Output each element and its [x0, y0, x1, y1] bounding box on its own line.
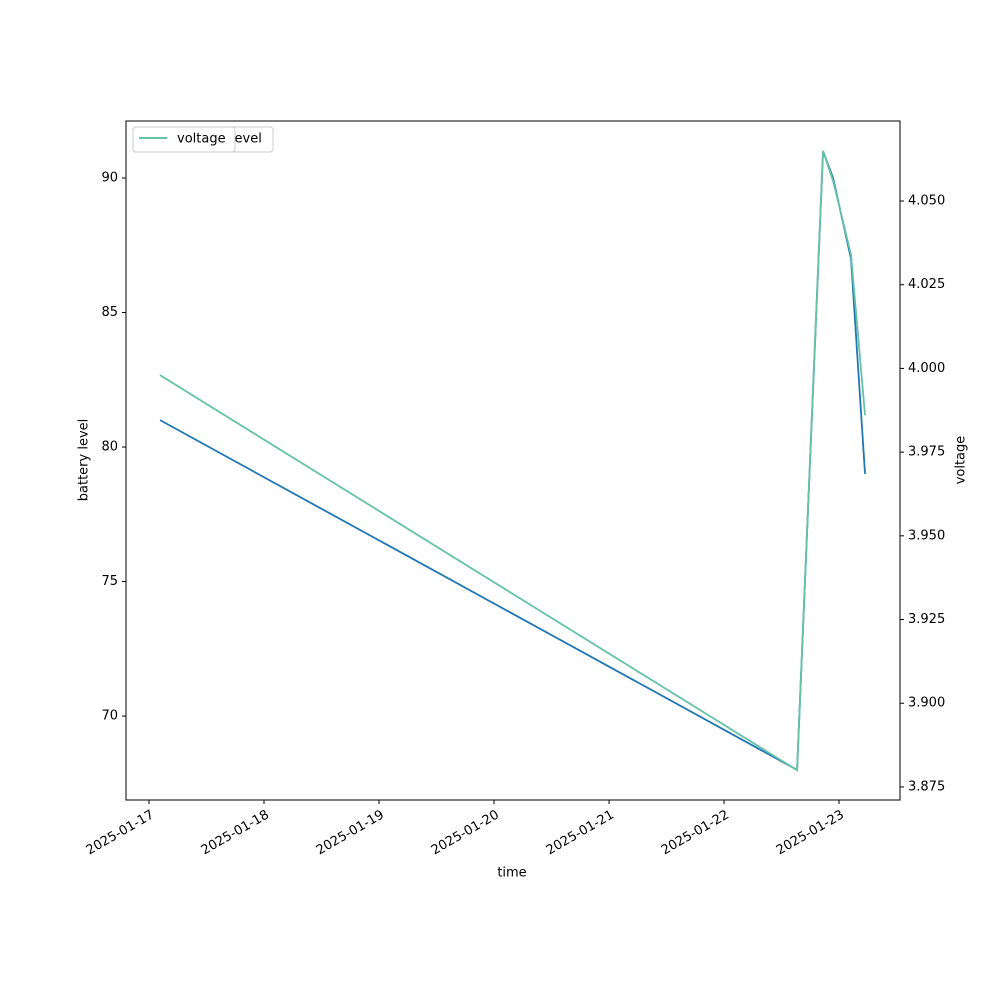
x-tick-label: 2025-01-21 [544, 808, 617, 859]
data-line [159, 150, 866, 772]
y2-tick-label: 4.050 [908, 194, 945, 209]
y2-tick-label: 3.875 [908, 779, 945, 794]
legend-box [132, 126, 236, 153]
y-tick-label: 80 [101, 440, 118, 455]
x-axis-label: time [497, 866, 526, 881]
y-tick-label: 90 [101, 171, 118, 186]
y-tick-label: 75 [101, 574, 118, 589]
y2-tick-label: 4.000 [908, 361, 945, 376]
x-tick-label: 2025-01-19 [314, 808, 387, 859]
data-line [159, 150, 866, 772]
x-tick-label: 2025-01-23 [774, 808, 847, 859]
x-tick-label: 2025-01-22 [659, 808, 732, 859]
x-tick-label: 2025-01-17 [84, 808, 157, 859]
y2-tick-label: 3.975 [908, 445, 945, 460]
x-tick-label: 2025-01-18 [199, 808, 272, 859]
y-axis-label: battery level [77, 419, 92, 502]
y-tick-label: 85 [101, 305, 118, 320]
y2-tick-label: 4.025 [908, 277, 945, 292]
y2-tick-label: 3.950 [908, 528, 945, 543]
plot-frame [125, 120, 901, 801]
y2-tick-label: 3.900 [908, 696, 945, 711]
x-tick-label: 2025-01-20 [429, 808, 502, 859]
y2-axis-label: voltage [954, 436, 969, 485]
legend-label: voltage [177, 132, 226, 147]
y2-tick-label: 3.925 [908, 612, 945, 627]
y-tick-label: 70 [101, 709, 118, 724]
